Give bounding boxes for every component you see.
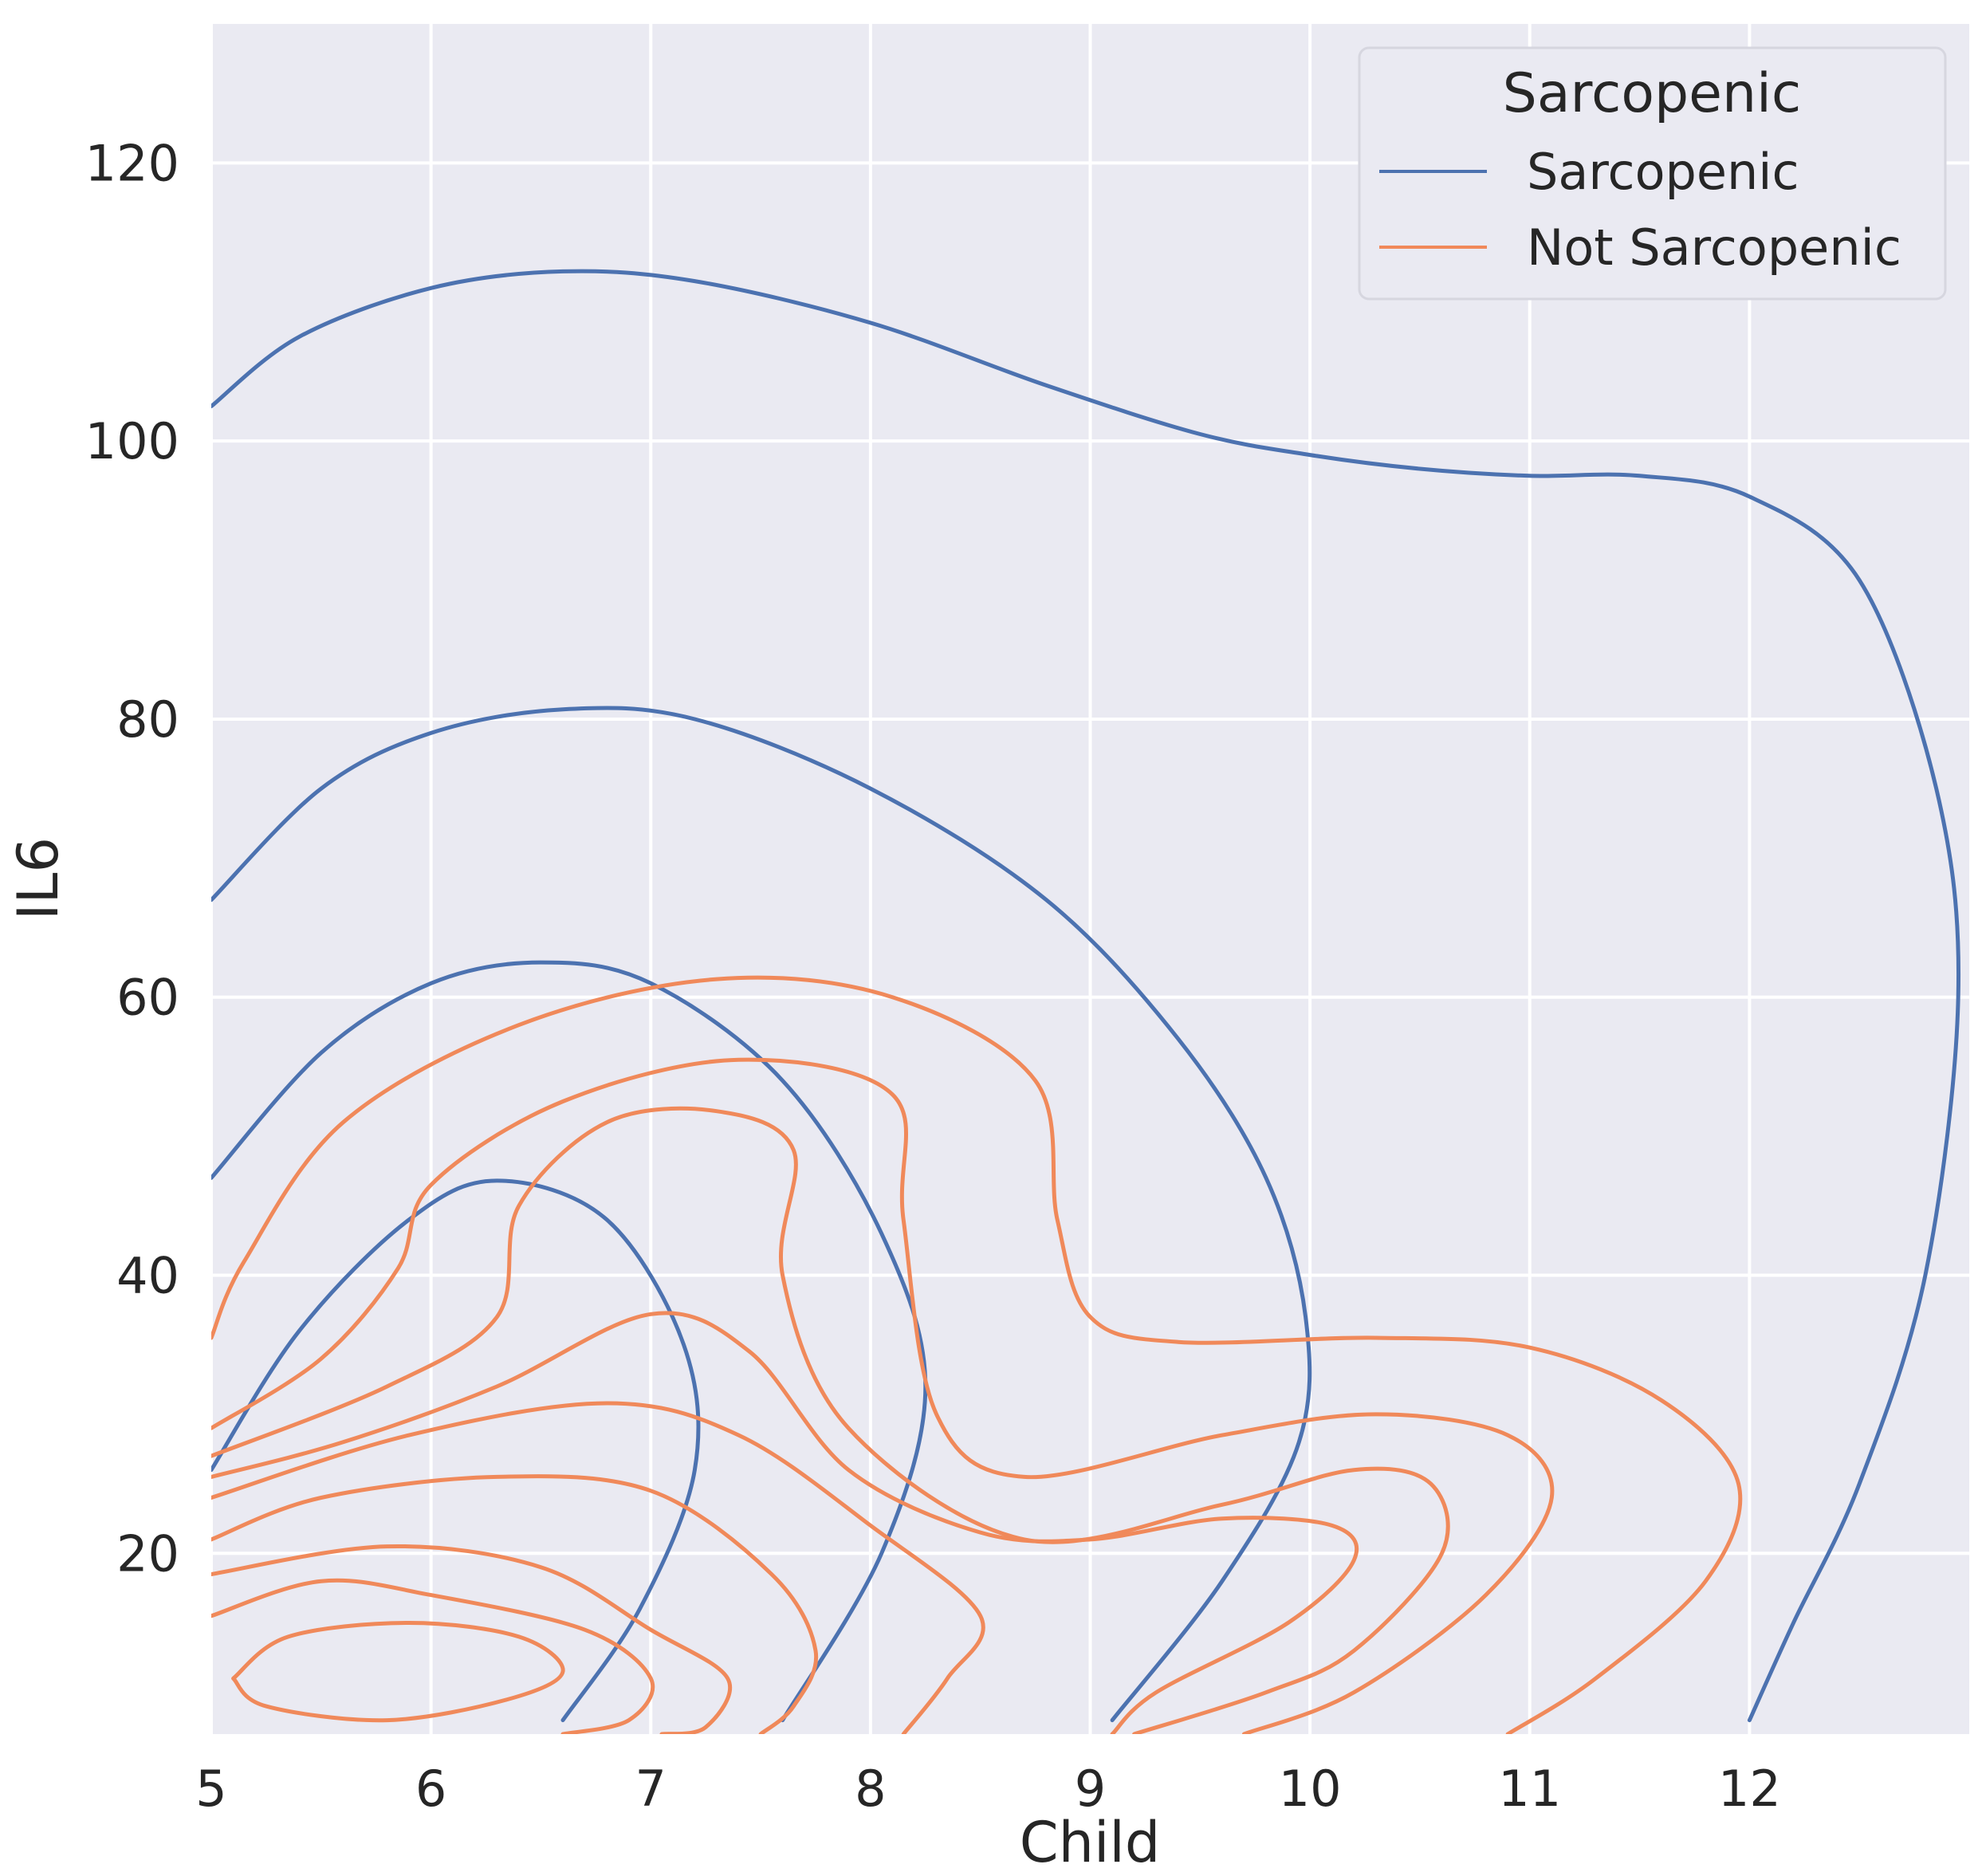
contour-not-sarcopenic-1 <box>211 1057 1555 1734</box>
x-tick-label: 10 <box>1279 1760 1342 1818</box>
x-tick-label: 12 <box>1718 1760 1781 1818</box>
x-axis-title: Child <box>1020 1810 1161 1875</box>
x-tick-label: 5 <box>195 1760 226 1818</box>
contour-not-sarcopenic-5 <box>211 1474 819 1734</box>
x-tick-label: 7 <box>635 1760 667 1818</box>
grid-lines <box>210 24 1969 1734</box>
y-tick-label: 100 <box>85 412 179 470</box>
legend: Sarcopenic Sarcopenic Not Sarcopenic <box>1358 46 1947 301</box>
x-tick-label: 9 <box>1075 1760 1106 1818</box>
contour-not-sarcopenic-2 <box>211 1106 1450 1734</box>
legend-label-not-sarcopenic: Not Sarcopenic <box>1527 218 1901 277</box>
contour-lines <box>211 269 1961 1734</box>
contour-sarcopenic-1 <box>211 706 1312 1723</box>
y-tick-labels: 20 40 60 80 100 120 <box>85 134 179 1583</box>
y-tick-label: 20 <box>116 1524 179 1583</box>
contour-sarcopenic-0 <box>211 269 1961 1723</box>
contour-not-sarcopenic-3 <box>211 1311 1359 1734</box>
x-tick-label: 11 <box>1498 1760 1561 1818</box>
contour-not-sarcopenic-8 <box>231 1621 565 1723</box>
y-tick-label: 40 <box>116 1247 179 1305</box>
x-tick-label: 8 <box>855 1760 886 1818</box>
legend-label-sarcopenic: Sarcopenic <box>1527 143 1799 201</box>
x-tick-labels: 5 6 7 8 9 10 11 12 <box>195 1760 1781 1818</box>
x-tick-label: 6 <box>415 1760 446 1818</box>
y-tick-label: 60 <box>116 969 179 1027</box>
y-axis-title: IL6 <box>6 837 71 920</box>
contour-not-sarcopenic-0 <box>211 975 1743 1734</box>
y-tick-label: 120 <box>85 134 179 192</box>
contour-not-sarcopenic-7 <box>211 1578 655 1734</box>
contour-not-sarcopenic-6 <box>211 1544 732 1734</box>
y-tick-label: 80 <box>116 690 179 749</box>
legend-title: Sarcopenic <box>1503 62 1802 125</box>
legend-box <box>1358 46 1947 301</box>
contour-not-sarcopenic-4 <box>211 1401 985 1734</box>
contour-sarcopenic-3 <box>211 1178 701 1723</box>
